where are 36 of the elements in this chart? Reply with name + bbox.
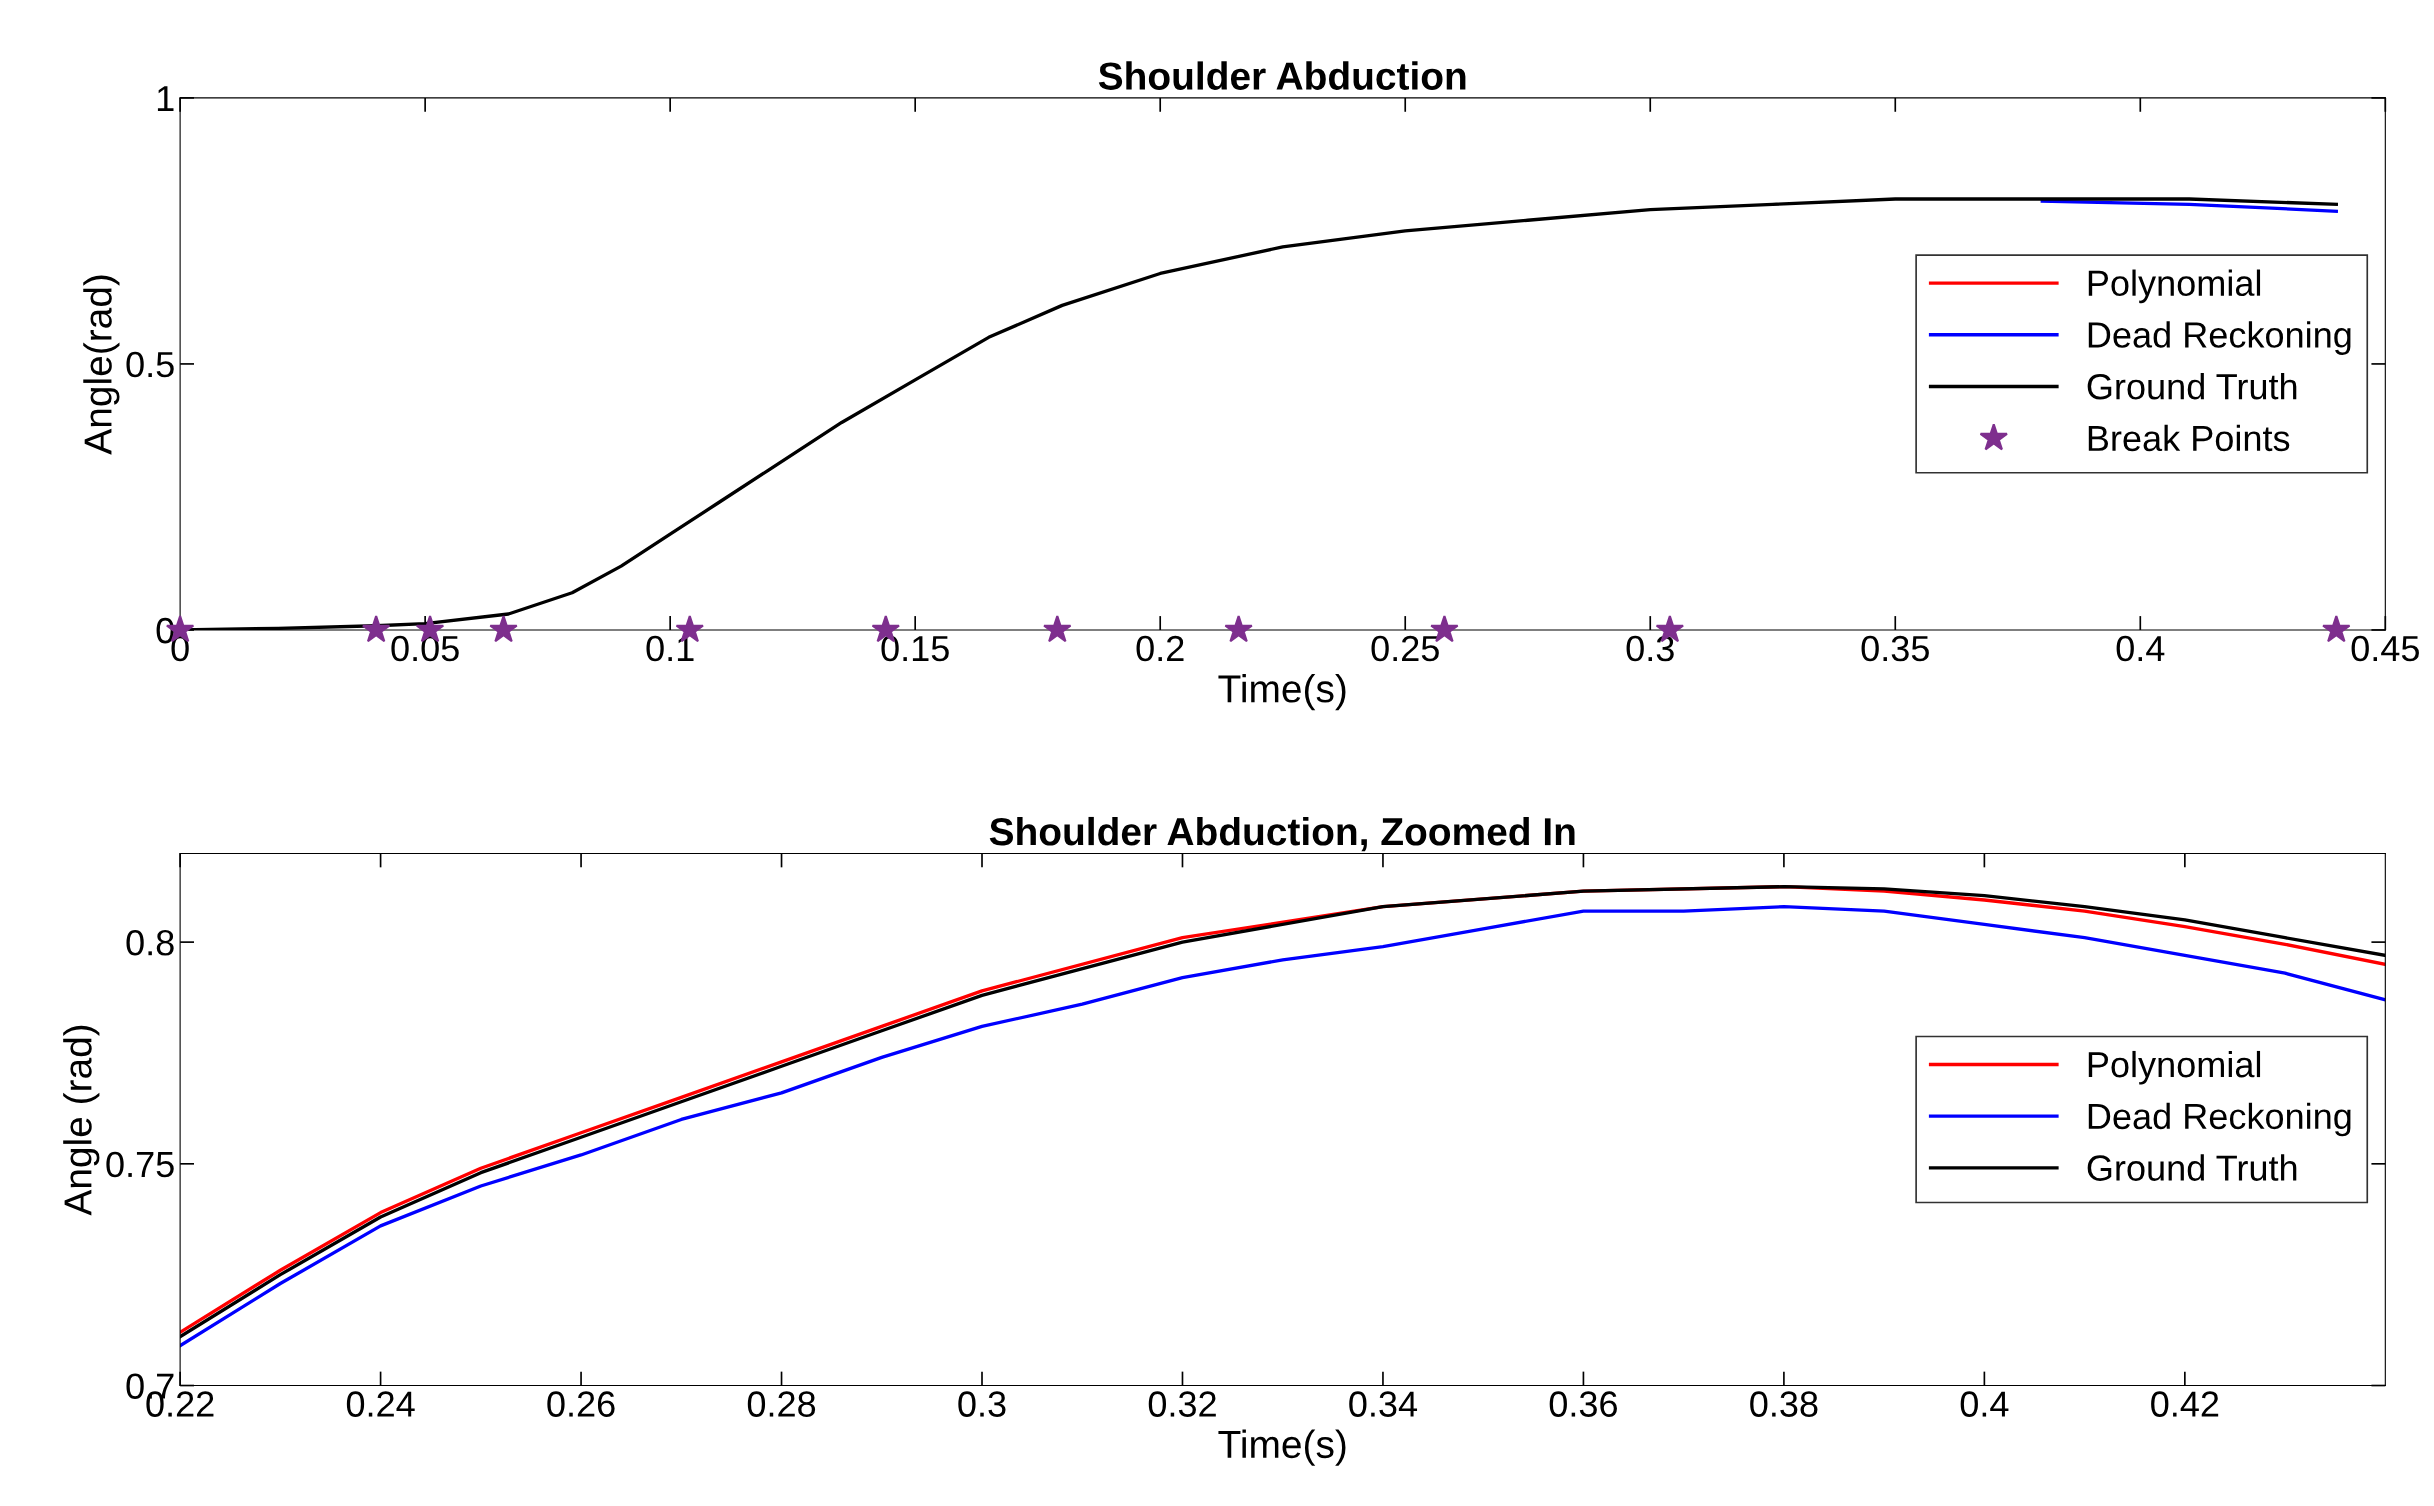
legend-label: Dead Reckoning — [2088, 321, 2351, 355]
chart-title: Shoulder Abduction — [1098, 61, 1466, 90]
x-axis-title: Time(s) — [1218, 1429, 1346, 1466]
x-tick-label: 0.24 — [346, 1391, 415, 1417]
x-tick-label: 0.15 — [881, 635, 949, 662]
x-tick-label: 0.25 — [1371, 635, 1439, 662]
x-tick-label: 0.4 — [1960, 1391, 2009, 1417]
x-tick-label: 0.32 — [1148, 1391, 1216, 1417]
x-tick-label: 0.26 — [547, 1391, 615, 1417]
x-tick-label: 0.42 — [2151, 1391, 2219, 1417]
x-axis-title: Time(s) — [1218, 674, 1346, 711]
x-tick-label: 0.3 — [1626, 635, 1674, 662]
x-tick-label: 0.4 — [2116, 635, 2165, 662]
legend-label: Polynomial — [2088, 1050, 2261, 1085]
legend-label: Ground Truth — [2087, 1154, 2297, 1181]
x-tick-label: 0.1 — [646, 635, 694, 662]
x-tick-label: 0.38 — [1750, 1391, 1818, 1417]
x-tick-label: 0.2 — [1136, 635, 1184, 662]
y-tick-label: 0.75 — [106, 1151, 174, 1178]
legend-label: Ground Truth — [2087, 372, 2297, 400]
x-tick-label: 0.05 — [391, 635, 459, 662]
legend-label: Break Points — [2088, 424, 2290, 452]
y-axis-title: Angle (rad) — [63, 1025, 100, 1216]
chart-title: Shoulder Abduction, Zoomed In — [989, 816, 1575, 852]
x-tick-label: 0.36 — [1549, 1391, 1617, 1417]
legend-label: Polynomial — [2088, 269, 2261, 304]
x-tick-label: 0.3 — [958, 1391, 1006, 1417]
y-tick-label: 1 — [157, 86, 174, 111]
x-tick-label: 0.45 — [2351, 635, 2419, 662]
legend-label: Dead Reckoning — [2088, 1102, 2351, 1137]
x-tick-label: 0.28 — [747, 1391, 816, 1417]
x-tick-label: 0.34 — [1349, 1391, 1418, 1417]
y-tick-label: 0.5 — [126, 351, 174, 378]
x-tick-label: 0.35 — [1861, 635, 1929, 662]
y-tick-label: 0.8 — [126, 929, 174, 956]
y-axis-title: Angle(rad) — [83, 275, 120, 455]
